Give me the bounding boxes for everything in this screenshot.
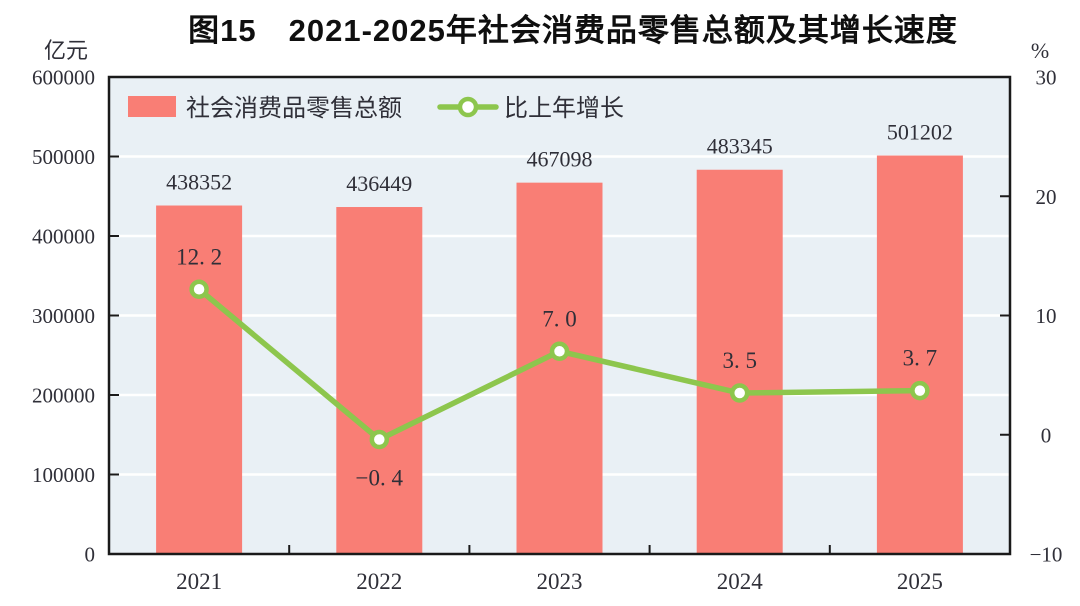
- left-axis-label: 100000: [32, 463, 95, 487]
- left-axis-label: 300000: [32, 304, 95, 328]
- line-marker-2022: [369, 429, 390, 450]
- bar-2025: [876, 155, 963, 554]
- growth-value-label: −0. 4: [356, 466, 404, 491]
- chart-layer: 438352 436449 467098 483345 501202 12. 2 −0. 4…: [32, 66, 1062, 595]
- legend-bar-swatch: [128, 96, 176, 117]
- x-axis-label-2025: 2025: [897, 569, 943, 594]
- right-axis-label: 10: [1036, 304, 1057, 328]
- right-axis-label: −10: [1030, 543, 1063, 567]
- left-axis-unit: 亿元: [44, 38, 88, 63]
- right-axis-label: 0: [1041, 423, 1052, 447]
- legend-bar-label: 社会消费品零售总额: [186, 95, 402, 122]
- bar-value-label: 467098: [527, 147, 593, 172]
- bar-value-label: 438352: [166, 170, 232, 195]
- right-axis-label: 20: [1036, 185, 1057, 209]
- bar-2024: [696, 169, 783, 554]
- bar-2021: [156, 205, 243, 554]
- bar-2022: [336, 207, 423, 554]
- chart-title: 图15 2021-2025年社会消费品零售总额及其增长速度: [188, 13, 958, 48]
- line-marker-2021: [189, 279, 209, 300]
- legend-line-marker: [457, 96, 479, 118]
- left-axis-label: 200000: [32, 384, 95, 408]
- growth-value-label: 3. 5: [722, 348, 757, 373]
- right-axis-unit: %: [1031, 38, 1049, 63]
- right-axis-label: 30: [1036, 66, 1057, 90]
- growth-value-label: 3. 7: [903, 346, 938, 371]
- plot-border: [107, 75, 1012, 556]
- x-axis-label-2022: 2022: [356, 569, 402, 594]
- x-axis-label-2021: 2021: [176, 569, 222, 594]
- growth-value-label: 7. 0: [542, 306, 577, 331]
- line-marker-2023: [549, 341, 570, 362]
- x-axis-label-2023: 2023: [537, 569, 583, 594]
- legend-line-label: 比上年增长: [504, 95, 624, 122]
- bar-value-label: 436449: [346, 171, 412, 196]
- bar-value-label: 483345: [707, 134, 773, 159]
- left-axis-label: 600000: [32, 66, 95, 90]
- growth-value-label: 12. 2: [176, 244, 222, 269]
- line-marker-2025: [910, 380, 930, 401]
- left-axis-label: 400000: [32, 225, 95, 249]
- left-axis-label: 0: [85, 543, 96, 567]
- line-marker-2024: [729, 383, 750, 403]
- left-axis-label: 500000: [32, 145, 95, 169]
- bar-value-label: 501202: [887, 120, 953, 145]
- x-axis-label-2024: 2024: [717, 569, 764, 594]
